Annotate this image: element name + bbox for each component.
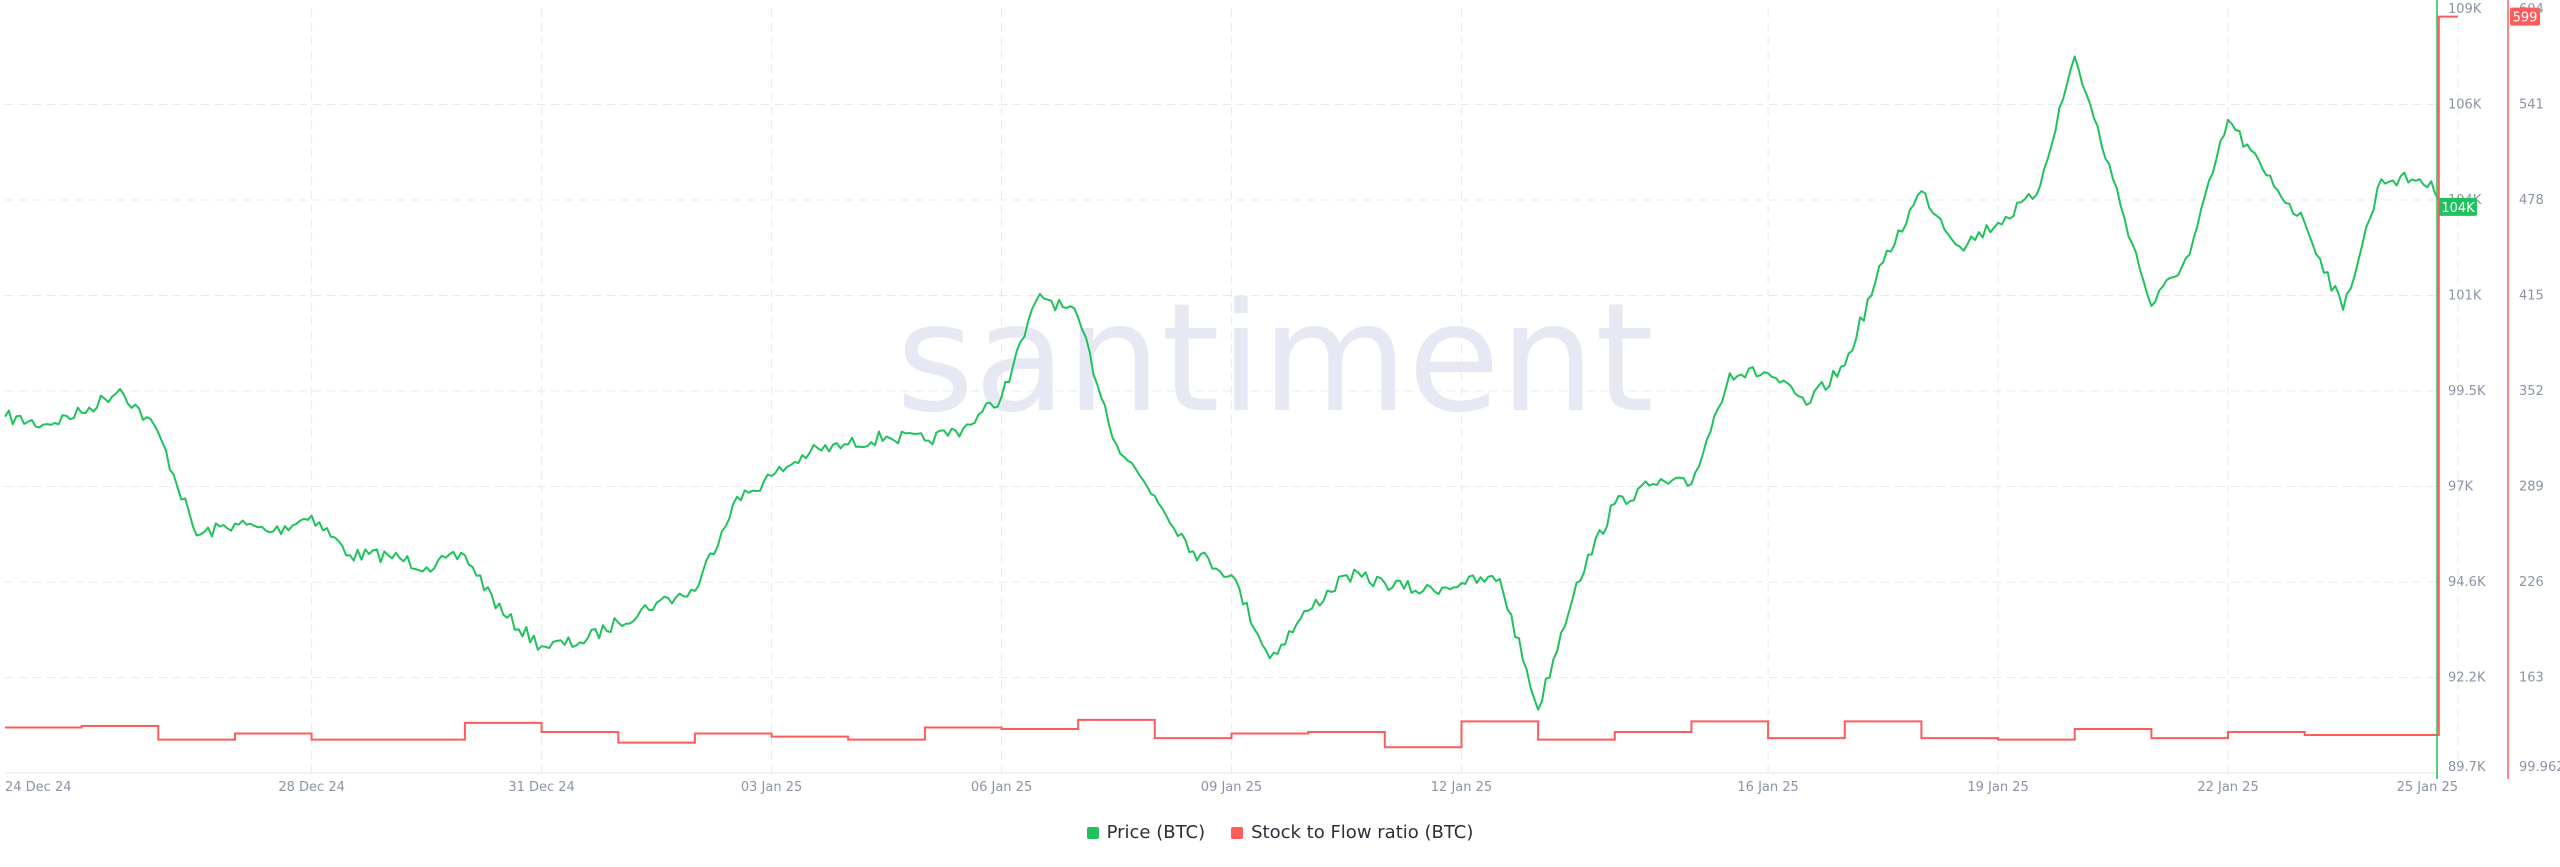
legend-label-sfr: Stock to Flow ratio (BTC) bbox=[1251, 822, 1474, 843]
sfr-series-line bbox=[5, 15, 2458, 749]
y-left-tick-label: 106K bbox=[2448, 98, 2482, 113]
y-right-tick-label: 226 bbox=[2519, 575, 2544, 590]
legend-item-price[interactable]: Price (BTC) bbox=[1086, 822, 1206, 843]
sfr-current-badge bbox=[2510, 7, 2540, 26]
price-swatch bbox=[1086, 826, 1099, 839]
price-current-label: 104K bbox=[2441, 201, 2475, 216]
y-left-tick-label: 109K bbox=[2448, 2, 2482, 17]
y-left-tick-label: 94.6K bbox=[2448, 575, 2486, 590]
x-tick-label: 06 Jan 25 bbox=[971, 780, 1032, 795]
price-series-line bbox=[4, 55, 2459, 711]
price-current-badge bbox=[2439, 197, 2477, 216]
x-tick-label: 22 Jan 25 bbox=[2197, 780, 2258, 795]
y-right-tick-label: 415 bbox=[2519, 289, 2544, 304]
axis-layer: 109K604106K541104K478101K41599.5K35297K2… bbox=[5, 0, 2560, 795]
y-right-tick-label: 352 bbox=[2519, 384, 2544, 399]
x-tick-label: 31 Dec 24 bbox=[508, 780, 575, 795]
grid-layer bbox=[5, 9, 2459, 774]
y-left-tick-label: 89.7K bbox=[2448, 760, 2486, 775]
legend-label-price: Price (BTC) bbox=[1106, 822, 1206, 843]
sfr-current-label: 599 bbox=[2513, 11, 2538, 26]
y-left-tick-label: 99.5K bbox=[2448, 384, 2486, 399]
x-tick-label: 25 Jan 25 bbox=[2397, 780, 2458, 795]
y-right-tick-label: 478 bbox=[2519, 193, 2544, 208]
x-tick-label: 09 Jan 25 bbox=[1201, 780, 1262, 795]
legend-item-sfr[interactable]: Stock to Flow ratio (BTC) bbox=[1231, 822, 1473, 843]
y-right-tick-label: 541 bbox=[2519, 98, 2544, 113]
x-tick-label: 12 Jan 25 bbox=[1431, 780, 1492, 795]
y-left-tick-label: 97K bbox=[2448, 480, 2474, 495]
x-tick-label: 24 Dec 24 bbox=[5, 780, 72, 795]
y-right-tick-label: 163 bbox=[2519, 671, 2544, 686]
x-tick-label: 28 Dec 24 bbox=[278, 780, 345, 795]
y-left-tick-label: 101K bbox=[2448, 289, 2482, 304]
y-left-tick-label: 92.2K bbox=[2448, 671, 2486, 686]
watermark: santiment bbox=[896, 272, 1654, 446]
series-layer bbox=[4, 15, 2459, 749]
y-right-tick-label: 289 bbox=[2519, 480, 2544, 495]
x-tick-label: 03 Jan 25 bbox=[741, 780, 802, 795]
x-tick-label: 19 Jan 25 bbox=[1967, 780, 2028, 795]
sfr-swatch bbox=[1231, 826, 1244, 839]
legend: Price (BTC) Stock to Flow ratio (BTC) bbox=[0, 822, 2560, 843]
x-tick-label: 16 Jan 25 bbox=[1737, 780, 1798, 795]
y-right-tick-label: 99.962 bbox=[2519, 760, 2560, 775]
